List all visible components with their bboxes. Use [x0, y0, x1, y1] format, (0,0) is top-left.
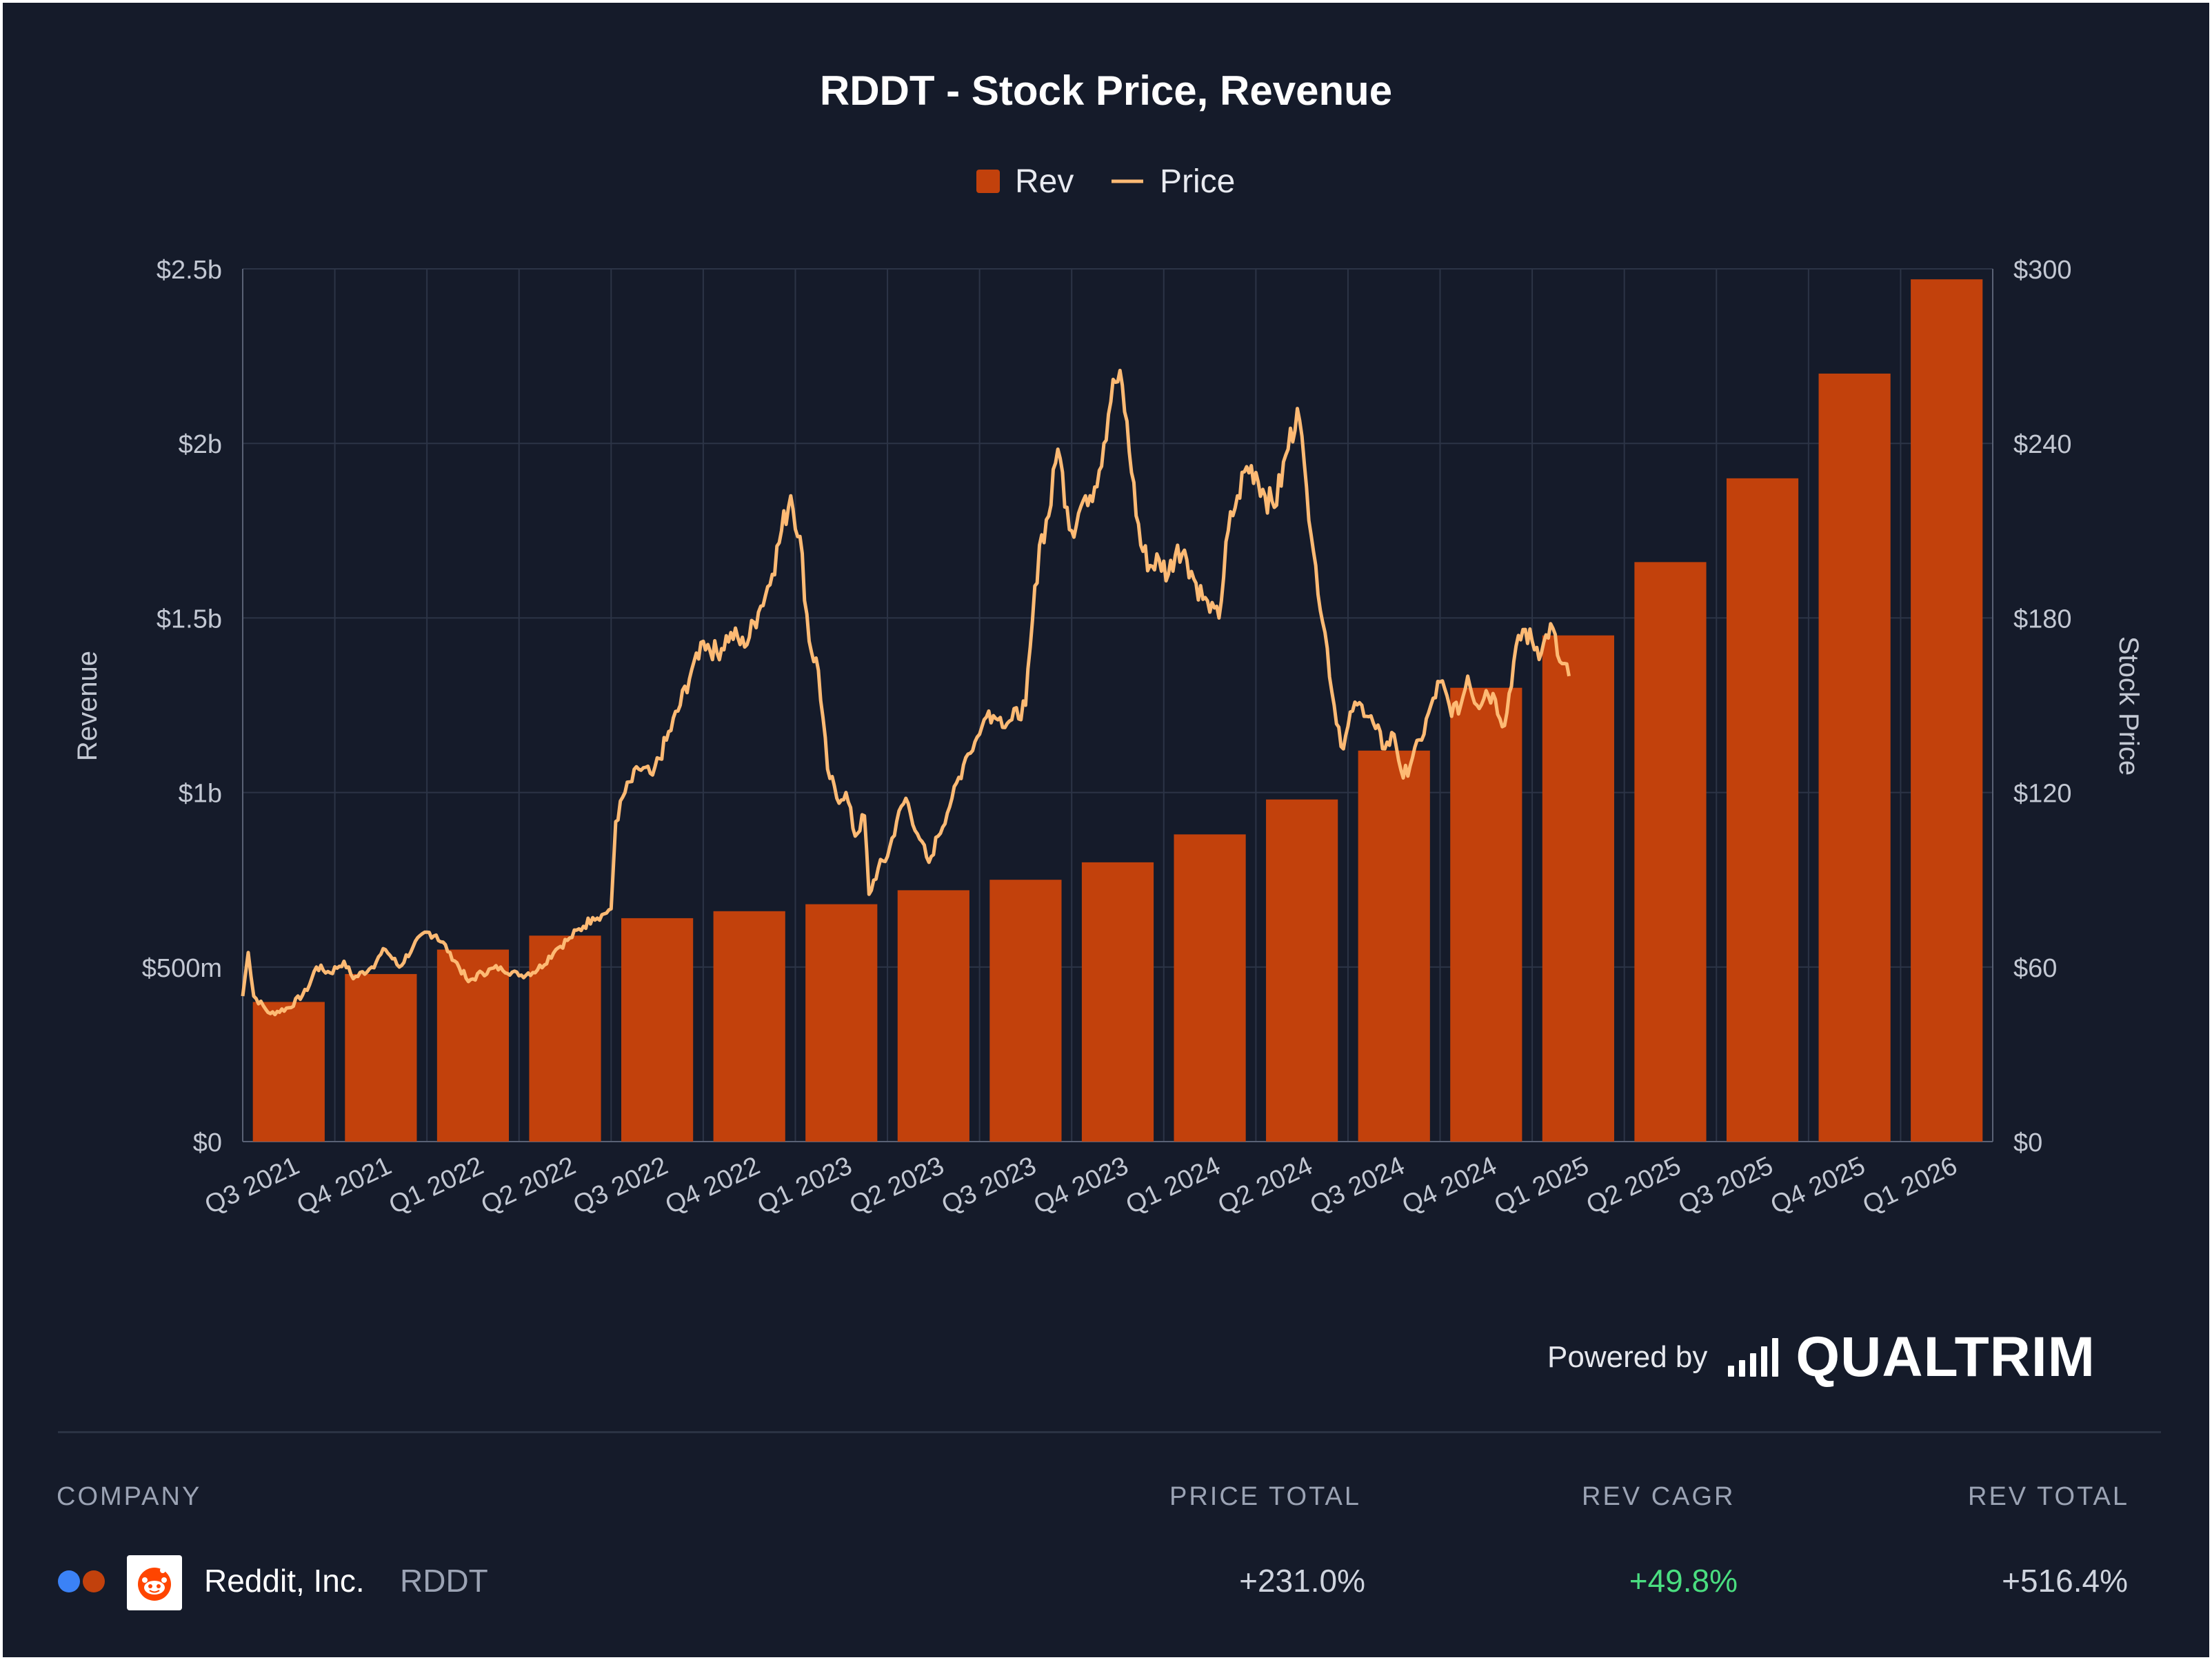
legend-rev-label: Rev: [1015, 163, 1074, 200]
legend-price-label: Price: [1160, 163, 1235, 200]
header-rev-cagr: REV CAGR: [1582, 1482, 1736, 1511]
rev-bar: [805, 904, 878, 1142]
y-right-tick: $300: [2013, 256, 2072, 285]
company-ticker: RDDT: [400, 1563, 488, 1599]
x-tick-label: Q1 2023: [753, 1151, 856, 1220]
x-tick-label: Q2 2025: [1582, 1151, 1685, 1220]
rev-bar: [1358, 750, 1430, 1142]
y-right-tick: $0: [2013, 1128, 2042, 1157]
x-tick-label: Q1 2025: [1490, 1151, 1593, 1220]
y-right-tick: $60: [2013, 954, 2057, 983]
y-left-label: Revenue: [72, 651, 103, 761]
powered-by: Powered by QUALTRIM: [1547, 1326, 2095, 1388]
x-tick-label: Q3 2023: [937, 1151, 1040, 1220]
rev-bar: [1726, 478, 1799, 1142]
chart-card: RDDT - Stock Price, Revenue Rev Price $0 $0 $…: [3, 3, 2209, 1657]
x-tick-label: Q3 2025: [1674, 1151, 1778, 1220]
rev-bar: [1450, 687, 1522, 1142]
y-left-tick: $2.5b: [157, 256, 222, 285]
x-tick-label: Q4 2022: [661, 1151, 765, 1220]
x-tick-label: Q4 2025: [1767, 1151, 1870, 1220]
rev-bar: [252, 1002, 325, 1142]
y-left-tick: $2b: [179, 430, 222, 459]
y-right-tick: $240: [2013, 430, 2072, 459]
rev-bar: [1911, 279, 1983, 1142]
company-name: Reddit, Inc.: [204, 1563, 365, 1599]
series-dot-rev: [83, 1570, 105, 1592]
powered-by-text: Powered by: [1547, 1340, 1708, 1374]
x-tick-label: Q2 2022: [476, 1151, 580, 1220]
legend-rev-swatch: [976, 170, 1000, 193]
rev-bar: [1266, 799, 1338, 1142]
x-tick-label: Q3 2022: [569, 1151, 672, 1220]
y-left-tick: $500m: [142, 954, 222, 983]
rev-bar: [1634, 562, 1707, 1142]
rev-bar: [897, 890, 969, 1142]
chart: RDDT - Stock Price, Revenue Rev Price $0 $0 $…: [72, 68, 2144, 1220]
y-left-tick: $0: [193, 1128, 222, 1157]
header-price-total: PRICE TOTAL: [1169, 1482, 1361, 1511]
x-tick-label: Q2 2024: [1214, 1151, 1317, 1220]
series-dot-price: [58, 1570, 80, 1592]
rev-bar: [621, 918, 694, 1142]
x-tick-label: Q3 2021: [201, 1151, 304, 1220]
x-tick-label: Q4 2023: [1029, 1151, 1133, 1220]
qualtrim-logo[interactable]: QUALTRIM: [1796, 1326, 2095, 1388]
y-right-tick: $120: [2013, 780, 2072, 809]
rev-bar: [436, 949, 510, 1142]
rev-bar: [1542, 635, 1614, 1142]
price-total-value: +231.0%: [1239, 1563, 1365, 1599]
rev-bar: [1818, 373, 1891, 1142]
y-right-label: Stock Price: [2113, 636, 2144, 776]
rev-bar: [713, 911, 785, 1142]
chart-title: RDDT - Stock Price, Revenue: [820, 68, 1392, 114]
y-left-tick: $1b: [179, 780, 222, 809]
y-right-tick: $180: [2013, 605, 2072, 634]
x-tick-label: Q1 2026: [1858, 1151, 1962, 1220]
x-tick-label: Q2 2023: [845, 1151, 949, 1220]
rev-bar: [1081, 862, 1154, 1142]
reddit-logo-icon: [127, 1555, 182, 1610]
x-tick-label: Q4 2024: [1398, 1151, 1501, 1220]
x-tick-label: Q3 2024: [1306, 1151, 1409, 1220]
table-row[interactable]: Reddit, Inc. RDDT +231.0% +49.8% +516.4%: [3, 1552, 2209, 1610]
y-left-tick: $1.5b: [157, 605, 222, 634]
rev-bar: [1174, 834, 1246, 1142]
x-tick-label: Q1 2024: [1121, 1151, 1225, 1220]
rev-bar: [989, 880, 1062, 1142]
x-tick-label: Q4 2021: [292, 1151, 396, 1220]
rev-bar: [345, 973, 417, 1142]
price-line: [241, 368, 1571, 1017]
rev-bar: [529, 935, 601, 1142]
header-rev-total: REV TOTAL: [1968, 1482, 2129, 1511]
qualtrim-bars-icon: [1728, 1338, 1783, 1377]
rev-cagr-value: +49.8%: [1629, 1563, 1738, 1599]
header-company: COMPANY: [57, 1482, 202, 1511]
divider: [58, 1431, 2161, 1433]
rev-total-value: +516.4%: [2002, 1563, 2128, 1599]
x-tick-label: Q1 2022: [385, 1151, 488, 1220]
